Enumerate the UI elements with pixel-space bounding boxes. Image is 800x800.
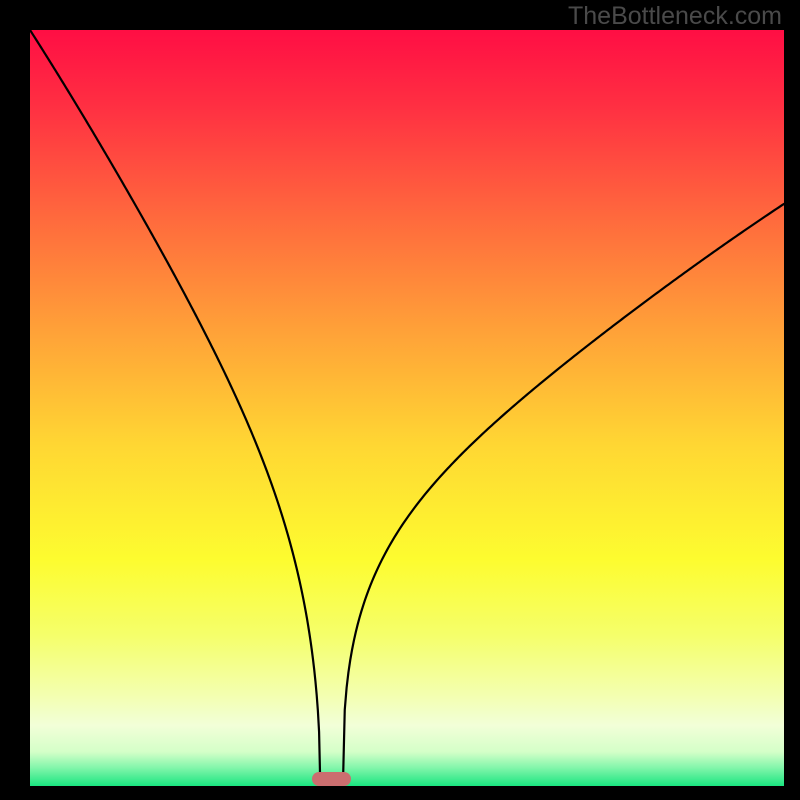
gradient-background bbox=[30, 30, 784, 786]
watermark-text: TheBottleneck.com bbox=[568, 2, 782, 31]
minimum-marker bbox=[312, 772, 351, 786]
chart-frame: TheBottleneck.com bbox=[0, 0, 800, 800]
plot-area bbox=[30, 30, 784, 786]
